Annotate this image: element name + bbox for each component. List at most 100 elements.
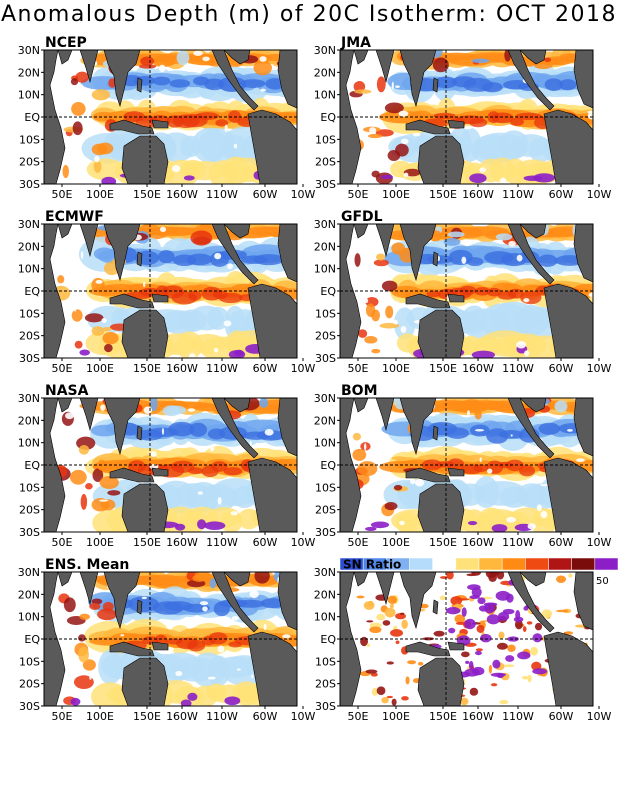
lat-tick-label: 30N <box>314 392 336 405</box>
land-mass <box>353 572 369 587</box>
lon-tick-label: 10W <box>291 188 316 201</box>
lon-tick-label: 10W <box>291 536 316 549</box>
lon-tick-label: 50E <box>52 362 73 375</box>
land-mass <box>447 293 465 303</box>
lon-tick-label: 160W <box>166 536 198 549</box>
legend-swatch <box>571 557 596 571</box>
land-mass <box>277 572 297 631</box>
lon-tick-label: 150E <box>133 710 161 723</box>
lon-tick-label: 150E <box>133 536 161 549</box>
lon-tick-label: 100E <box>382 362 410 375</box>
lon-tick-label: 10W <box>291 362 316 375</box>
lon-tick-label: 50E <box>348 536 369 549</box>
lon-tick-label: 50E <box>52 188 73 201</box>
lon-tick-label: 150E <box>429 536 457 549</box>
land-mass <box>353 50 369 65</box>
land-mass <box>109 293 155 309</box>
land-mass <box>399 398 437 456</box>
land-mass <box>79 398 99 432</box>
land-mass <box>432 599 439 615</box>
land-mass <box>121 309 169 358</box>
lat-tick-label: 10S <box>315 307 336 320</box>
lat-tick-label: 20N <box>314 588 336 601</box>
land-mass <box>447 641 465 651</box>
panel-title: ECMWF <box>45 209 104 225</box>
land-mass <box>121 657 169 706</box>
lon-tick-label: 100E <box>382 536 410 549</box>
land-mass <box>507 398 555 459</box>
lat-tick-label: 20S <box>315 504 336 517</box>
lon-tick-label: 150E <box>133 362 161 375</box>
lon-tick-label: 110W <box>502 362 534 375</box>
legend-swatch <box>432 557 457 571</box>
land-mass <box>211 50 259 111</box>
lat-tick-label: EQ <box>320 459 336 472</box>
land-mass <box>405 119 451 135</box>
main-title: Anomalous Depth (m) of 20C Isotherm: OCT… <box>0 2 618 27</box>
lon-tick-label: 150E <box>429 362 457 375</box>
legend-swatch <box>501 557 526 571</box>
lat-tick-label: 10S <box>19 655 40 668</box>
land-mass <box>353 224 369 239</box>
land-mass <box>417 483 465 532</box>
land-mass <box>121 483 169 532</box>
land-mass <box>57 224 73 239</box>
lon-tick-label: 150E <box>429 710 457 723</box>
lon-tick-label: 160W <box>166 362 198 375</box>
panel-nasa: NASA 30N 20N 10N EQ 10S 20S 30S 50E 100E 150E 160W 1… <box>18 383 316 549</box>
lon-tick-label: 110W <box>206 188 238 201</box>
lat-tick-label: EQ <box>24 111 40 124</box>
land-mass <box>573 572 593 631</box>
lon-tick-label: 100E <box>86 536 114 549</box>
land-mass <box>573 50 593 109</box>
panel-jma: JMA 30N 20N 10N EQ 10S 20S 30S 50E 100E 150E 160W 11… <box>314 35 612 201</box>
lon-tick-label: 60W <box>549 362 574 375</box>
land-mass <box>432 425 439 441</box>
land-mass <box>247 457 297 532</box>
land-mass <box>223 572 251 587</box>
lat-tick-label: EQ <box>24 459 40 472</box>
land-mass <box>151 119 169 129</box>
lon-tick-label: 110W <box>502 188 534 201</box>
land-mass <box>399 572 437 630</box>
panel-gfdl: GFDL 30N 20N 10N EQ 10S 20S 30S 50E 100E 150E 160W 1… <box>314 209 612 375</box>
lat-tick-label: 10N <box>18 263 40 276</box>
land-mass <box>211 572 259 633</box>
lat-tick-label: 30S <box>19 526 40 539</box>
lat-tick-label: 10S <box>19 481 40 494</box>
lon-tick-label: 100E <box>86 362 114 375</box>
land-mass <box>57 398 73 413</box>
lon-tick-label: 60W <box>253 710 278 723</box>
land-mass <box>121 135 169 184</box>
panel-bom: BOM 30N 20N 10N EQ 10S 20S 30S 50E 100E 150E 160W 11… <box>314 383 612 549</box>
legend-label: SN Ratio <box>343 558 401 572</box>
lon-tick-label: 60W <box>549 536 574 549</box>
land-mass <box>375 224 395 258</box>
land-mass <box>405 641 451 657</box>
lat-tick-label: 30N <box>314 566 336 579</box>
panel-ens-mean: ENS. Mean 30N 20N 10N EQ 10S 20S 30S 50E 100E 150E… <box>18 557 316 723</box>
land-mass <box>375 50 395 84</box>
lon-tick-label: 50E <box>348 710 369 723</box>
land-mass <box>151 467 169 477</box>
lon-tick-label: 10W <box>587 710 612 723</box>
land-mass <box>136 425 143 441</box>
land-mass <box>136 599 143 615</box>
land-mass <box>277 398 297 457</box>
land-mass <box>519 224 547 239</box>
land-mass <box>417 135 465 184</box>
panel-title: GFDL <box>341 209 383 225</box>
land-mass <box>277 50 297 109</box>
lon-tick-label: 50E <box>348 362 369 375</box>
lon-tick-label: 50E <box>348 188 369 201</box>
land-mass <box>211 398 259 459</box>
panel-title: JMA <box>340 35 371 51</box>
lon-tick-label: 110W <box>206 710 238 723</box>
lon-tick-label: 60W <box>253 362 278 375</box>
lon-tick-label: 10W <box>291 710 316 723</box>
land-mass <box>507 572 555 633</box>
land-mass <box>543 457 593 532</box>
lat-tick-label: 10N <box>314 611 336 624</box>
lat-tick-label: 10S <box>315 655 336 668</box>
